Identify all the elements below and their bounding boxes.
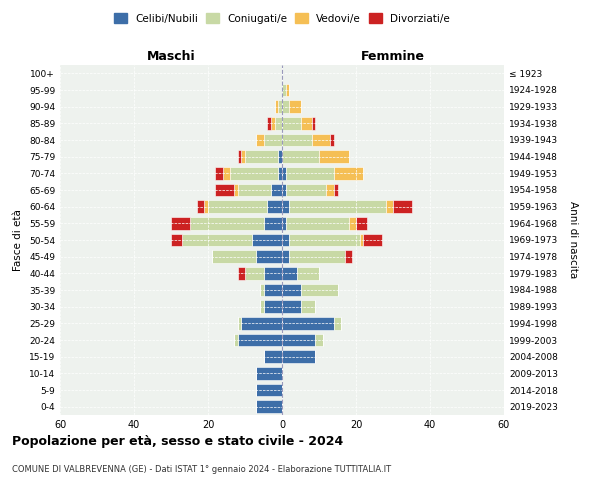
Y-axis label: Anni di nascita: Anni di nascita — [568, 202, 578, 278]
Bar — [286, 217, 349, 230]
Bar — [286, 167, 334, 179]
Bar — [260, 300, 263, 313]
Bar — [271, 184, 282, 196]
Bar — [256, 134, 263, 146]
Bar — [263, 350, 282, 363]
Bar — [234, 334, 238, 346]
Bar — [282, 267, 297, 280]
Bar — [278, 167, 282, 179]
Bar — [282, 250, 289, 263]
Bar — [282, 350, 316, 363]
Bar — [263, 284, 282, 296]
Bar — [256, 367, 282, 380]
Bar — [334, 317, 341, 330]
Bar — [282, 200, 289, 213]
Bar — [238, 184, 271, 196]
Bar — [282, 284, 301, 296]
Bar — [260, 284, 263, 296]
Bar — [282, 134, 311, 146]
Bar — [171, 234, 182, 246]
Bar — [282, 117, 301, 130]
Bar — [215, 184, 234, 196]
Bar — [230, 167, 278, 179]
Text: Maschi: Maschi — [146, 50, 196, 64]
Bar — [345, 250, 352, 263]
Bar — [319, 150, 349, 163]
Bar — [286, 84, 289, 96]
Bar — [263, 134, 282, 146]
Bar — [171, 217, 190, 230]
Bar — [267, 200, 282, 213]
Bar — [238, 267, 245, 280]
Bar — [278, 100, 282, 113]
Bar — [282, 167, 286, 179]
Bar — [197, 200, 204, 213]
Bar — [282, 84, 286, 96]
Bar — [360, 234, 364, 246]
Bar — [282, 300, 301, 313]
Bar — [282, 100, 289, 113]
Bar — [356, 217, 367, 230]
Bar — [282, 317, 334, 330]
Bar — [278, 150, 282, 163]
Bar — [234, 184, 238, 196]
Bar — [238, 150, 241, 163]
Bar — [238, 317, 241, 330]
Bar — [282, 234, 289, 246]
Bar — [238, 334, 282, 346]
Bar — [301, 300, 316, 313]
Bar — [256, 250, 282, 263]
Text: COMUNE DI VALBREVENNA (GE) - Dati ISTAT 1° gennaio 2024 - Elaborazione TUTTITALI: COMUNE DI VALBREVENNA (GE) - Dati ISTAT … — [12, 465, 391, 474]
Bar — [253, 234, 282, 246]
Bar — [311, 117, 316, 130]
Bar — [334, 167, 364, 179]
Bar — [263, 217, 282, 230]
Bar — [282, 150, 319, 163]
Bar — [349, 217, 356, 230]
Bar — [289, 234, 360, 246]
Bar — [364, 234, 382, 246]
Bar — [263, 267, 282, 280]
Bar — [271, 117, 275, 130]
Bar — [301, 117, 311, 130]
Bar — [256, 400, 282, 413]
Bar — [223, 167, 230, 179]
Bar — [190, 217, 263, 230]
Bar — [182, 234, 253, 246]
Bar — [386, 200, 393, 213]
Bar — [330, 134, 334, 146]
Bar — [289, 100, 301, 113]
Bar — [297, 267, 319, 280]
Bar — [311, 134, 330, 146]
Bar — [316, 334, 323, 346]
Legend: Celibi/Nubili, Coniugati/e, Vedovi/e, Divorziati/e: Celibi/Nubili, Coniugati/e, Vedovi/e, Di… — [111, 10, 453, 26]
Bar — [263, 300, 282, 313]
Bar — [241, 150, 245, 163]
Bar — [326, 184, 334, 196]
Bar — [286, 184, 326, 196]
Bar — [275, 100, 278, 113]
Y-axis label: Fasce di età: Fasce di età — [13, 209, 23, 271]
Text: Popolazione per età, sesso e stato civile - 2024: Popolazione per età, sesso e stato civil… — [12, 435, 343, 448]
Bar — [301, 284, 337, 296]
Bar — [393, 200, 412, 213]
Bar — [245, 150, 278, 163]
Bar — [208, 200, 267, 213]
Bar — [275, 117, 282, 130]
Bar — [245, 267, 263, 280]
Bar — [289, 200, 386, 213]
Bar — [282, 184, 286, 196]
Text: Femmine: Femmine — [361, 50, 425, 64]
Bar — [282, 334, 316, 346]
Bar — [241, 317, 282, 330]
Bar — [212, 250, 256, 263]
Bar — [334, 184, 337, 196]
Bar — [256, 384, 282, 396]
Bar — [289, 250, 345, 263]
Bar — [282, 217, 286, 230]
Bar — [267, 117, 271, 130]
Bar — [204, 200, 208, 213]
Bar — [215, 167, 223, 179]
